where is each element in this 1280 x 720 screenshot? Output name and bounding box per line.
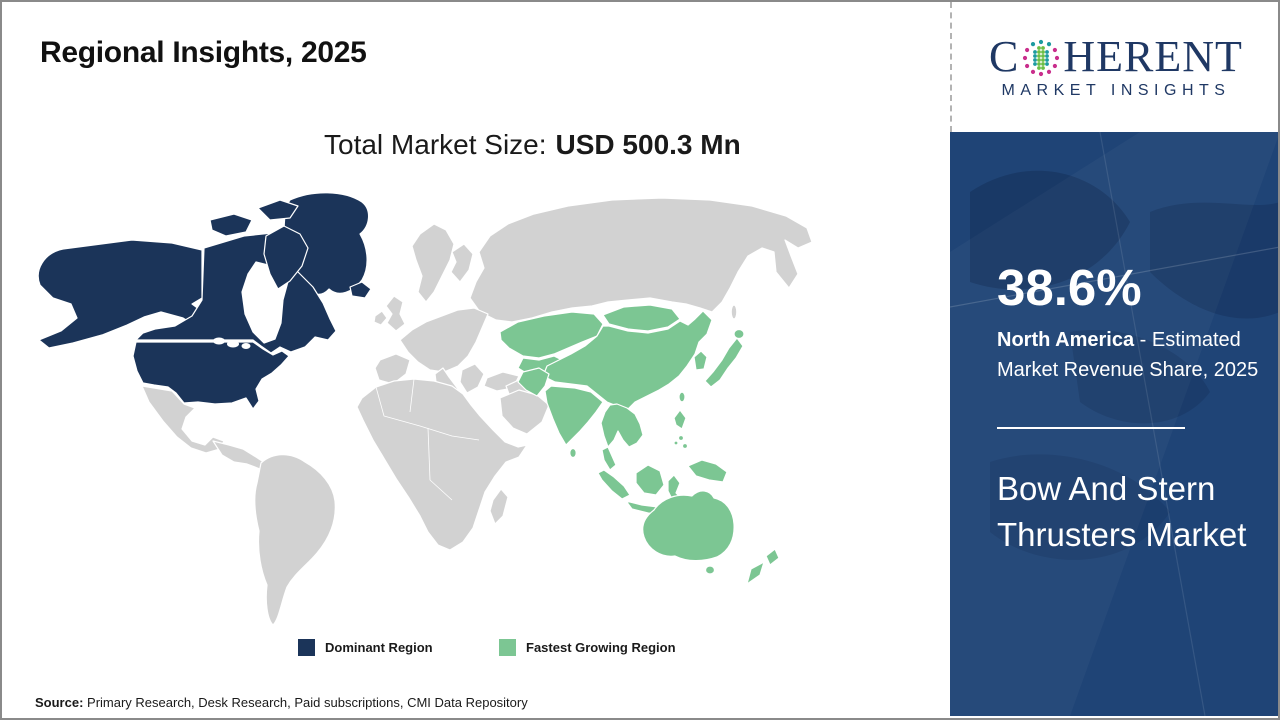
island-tasmania	[704, 565, 716, 575]
map-region-dominant	[37, 192, 372, 410]
world-map-svg	[37, 192, 813, 626]
island-philippines-2	[677, 434, 685, 442]
country-australia	[642, 490, 735, 562]
island-ellesmere	[257, 199, 299, 221]
nz-south-island	[746, 561, 765, 585]
region-southeast-asia	[600, 403, 644, 448]
map-region-other	[141, 197, 813, 626]
island-taiwan	[678, 391, 686, 403]
island-new-guinea	[687, 459, 728, 483]
island-luzon-philippines	[673, 409, 687, 430]
legend-item-dominant: Dominant Region	[298, 639, 433, 656]
region-arabia	[499, 389, 550, 435]
fastest-region-label: Fastest Growing Region	[526, 640, 676, 655]
logo-wordmark: C	[989, 31, 1243, 81]
logo-area: C	[950, 2, 1278, 132]
sidebar-divider	[997, 427, 1185, 429]
country-mexico	[141, 385, 225, 454]
map-region-fastest	[499, 304, 780, 585]
island-sumatra	[597, 469, 631, 500]
country-mongolia	[602, 304, 681, 332]
country-japan	[704, 337, 744, 388]
legend-item-fastest: Fastest Growing Region	[499, 639, 676, 656]
region-central-america	[212, 440, 266, 470]
source-prefix: Source:	[35, 695, 84, 710]
logo-word-end: HERENT	[1063, 31, 1243, 81]
map-legend: Dominant Region Fastest Growing Region	[2, 639, 950, 661]
nz-north-island	[765, 548, 780, 566]
island-hokkaido	[733, 328, 745, 340]
country-ireland	[373, 310, 388, 326]
market-share-desc-text: - Estimated Market Revenue Share, 2025	[997, 329, 1259, 381]
island-victoria	[209, 213, 253, 237]
region-iberia	[374, 353, 411, 385]
logo-tagline: MARKET INSIGHTS	[1001, 81, 1231, 99]
logo-globe-icon	[1023, 39, 1060, 76]
total-market-size-label: Total Market Size:	[324, 129, 547, 160]
island-philippines-3	[681, 442, 689, 450]
market-share-region: North America	[997, 329, 1135, 351]
market-share-value: 38.6%	[997, 259, 1142, 316]
island-philippines-4	[673, 440, 679, 446]
country-india	[544, 385, 604, 446]
country-kazakhstan	[499, 311, 604, 359]
dominant-region-swatch	[298, 639, 315, 656]
region-scandinavia	[411, 223, 455, 303]
island-borneo	[635, 464, 665, 496]
sidebar-panel: 38.6% North America - Estimated Market R…	[950, 132, 1278, 716]
island-sakhalin	[730, 304, 738, 320]
total-market-size-value: USD 500.3 Mn	[555, 129, 741, 160]
sidebar-texture	[950, 132, 1278, 716]
page-title: Regional Insights, 2025	[40, 36, 367, 69]
country-madagascar	[489, 488, 509, 525]
country-iceland	[349, 281, 372, 299]
source-text: Primary Research, Desk Research, Paid su…	[83, 695, 528, 710]
total-market-size: Total Market Size: USD 500.3 Mn	[324, 129, 741, 161]
africa-internal-borders	[375, 378, 480, 501]
world-map	[32, 190, 882, 630]
great-lakes	[213, 337, 251, 349]
country-usa	[132, 341, 290, 410]
country-china	[542, 310, 713, 411]
fastest-region-swatch	[499, 639, 516, 656]
region-europe-mainland	[399, 307, 489, 373]
report-title: Bow And Stern Thrusters Market	[997, 470, 1247, 553]
market-share-description: North America - Estimated Market Revenue…	[997, 325, 1265, 385]
continent-africa	[356, 378, 528, 551]
island-baffin	[263, 225, 309, 290]
dominant-region-label: Dominant Region	[325, 640, 433, 655]
continent-south-america	[254, 454, 336, 626]
region-malay-peninsula	[601, 446, 617, 471]
country-uk	[385, 295, 406, 332]
logo-word-start: C	[989, 31, 1020, 81]
region-balkans	[459, 363, 485, 394]
country-south-korea	[693, 350, 708, 371]
country-sri-lanka	[569, 447, 577, 459]
country-finland	[450, 243, 474, 283]
source-line: Source: Primary Research, Desk Research,…	[35, 695, 528, 710]
country-russia	[469, 197, 813, 323]
region-pakistan-afghanistan	[517, 367, 550, 397]
